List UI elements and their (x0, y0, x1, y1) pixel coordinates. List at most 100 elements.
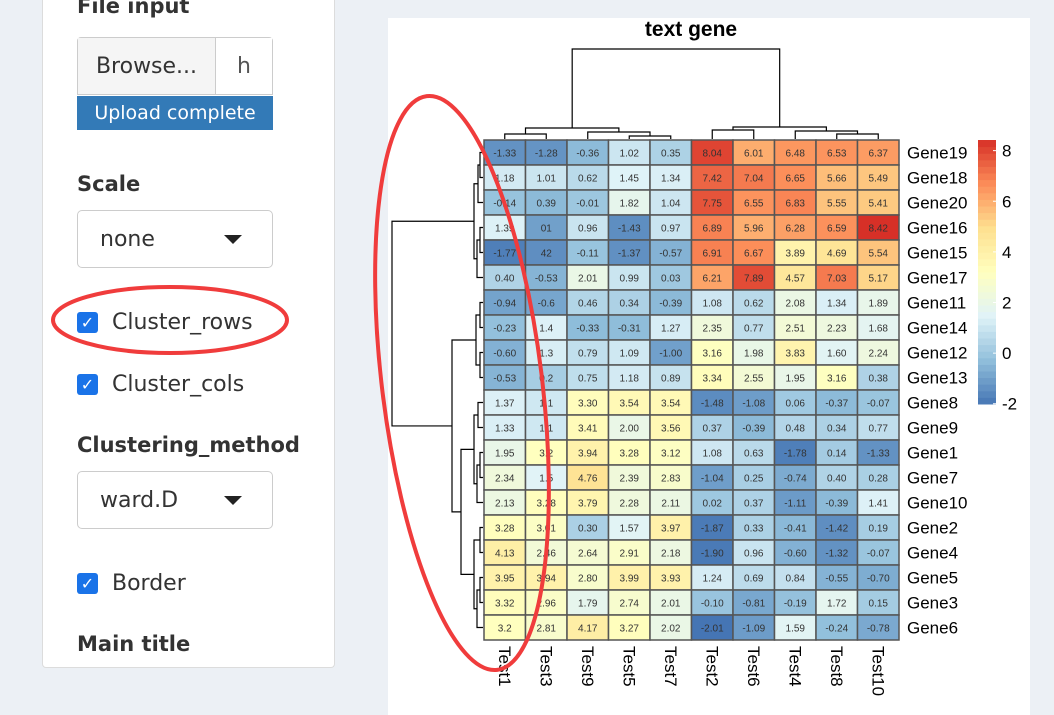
heatmap-cell (815, 489, 859, 516)
cell-value-label: 2.24 (869, 349, 889, 360)
chevron-down-icon (224, 235, 242, 244)
row-label: Gene20 (907, 194, 968, 213)
file-name-field[interactable]: h (216, 38, 272, 94)
cell-value-label: 0.40 (827, 474, 847, 485)
cluster-rows-checkbox[interactable]: ✓ Cluster_rows (77, 310, 253, 335)
heatmap-cell (815, 164, 859, 191)
heatmap-cell (856, 264, 900, 291)
heatmap-cell (649, 389, 693, 416)
cell-value-label: 3.41 (578, 424, 598, 435)
checkbox-checked-icon[interactable]: ✓ (77, 573, 98, 594)
cell-value-label: -0.23 (493, 324, 516, 335)
row-label: Gene2 (907, 519, 958, 538)
legend-color-segment (978, 324, 996, 332)
cell-value-label: -2.01 (701, 624, 724, 635)
cell-value-label: 0.96 (744, 549, 764, 560)
row-label: Gene9 (907, 419, 958, 438)
heatmap-cell (856, 414, 900, 441)
cell-value-label: -1.33 (493, 149, 516, 160)
row-label: Gene6 (907, 619, 958, 638)
clustering-method-select[interactable]: ward.D (77, 471, 273, 529)
legend-color-segment (978, 377, 996, 385)
checkbox-checked-icon[interactable]: ✓ (77, 374, 98, 395)
legend-color-segment (978, 371, 996, 379)
chevron-down-icon (224, 496, 242, 505)
legend-color-segment (978, 311, 996, 319)
cell-value-label: 1.34 (827, 299, 847, 310)
cell-value-label: 6.01 (744, 149, 764, 160)
checkbox-checked-icon[interactable]: ✓ (77, 312, 98, 333)
cell-value-label: 3.56 (661, 424, 681, 435)
cell-value-label: 1.68 (869, 324, 889, 335)
cell-value-label: 6.55 (744, 199, 764, 210)
heatmap-cell (483, 339, 527, 366)
heatmap-cell (483, 364, 527, 391)
clustering-method-label: Clustering_method (77, 433, 300, 457)
cell-value-label: -0.01 (576, 199, 599, 210)
legend-color-segment (978, 146, 996, 154)
border-checkbox[interactable]: ✓ Border (77, 571, 186, 596)
cell-value-label: -0.60 (784, 549, 807, 560)
row-label: Gene11 (907, 294, 966, 313)
cell-value-label: 0.30 (578, 524, 598, 535)
cell-value-label: 0.02 (703, 499, 723, 510)
heatmap-cell (856, 164, 900, 191)
cell-value-label: 1.79 (578, 599, 598, 610)
heatmap-cell (566, 339, 610, 366)
cell-value-label: -1.33 (867, 449, 890, 460)
cell-value-label: 5.66 (827, 174, 847, 185)
heatmap-cell (856, 189, 900, 216)
heatmap-cell (690, 264, 734, 291)
cell-value-label: 4.76 (578, 474, 598, 485)
cell-value-label: 2.81 (537, 624, 557, 635)
legend-color-segment (978, 239, 996, 247)
clustering-method-value: ward.D (100, 487, 179, 513)
cell-value-label: 2.08 (786, 299, 806, 310)
cell-value-label: 0.03 (661, 274, 681, 285)
legend-color-segment (978, 252, 996, 260)
cell-value-label: -0.70 (867, 574, 890, 585)
cell-value-label: 6.28 (786, 224, 806, 235)
cell-value-label: 0.39 (537, 199, 557, 210)
cell-value-label: 1.39 (495, 224, 515, 235)
cell-value-label: 4.57 (786, 274, 806, 285)
cell-value-label: 0.2 (539, 374, 553, 385)
heatmap-cell (856, 139, 900, 166)
heatmap-cell (566, 289, 610, 316)
heatmap-cell (690, 339, 734, 366)
cell-value-label: 0.89 (661, 374, 681, 385)
row-dendrogram-link (479, 576, 483, 604)
heatmap-cell (815, 239, 859, 266)
cell-value-label: 3.89 (786, 249, 806, 260)
cell-value-label: 6.37 (869, 149, 889, 160)
cell-value-label: 0.63 (744, 449, 764, 460)
scale-select[interactable]: none (77, 210, 273, 268)
cell-value-label: -0.74 (784, 474, 807, 485)
cell-value-label: 8.04 (703, 149, 723, 160)
cell-value-label: -0.53 (493, 374, 516, 385)
cell-value-label: 0.34 (827, 424, 847, 435)
heatmap-cell (732, 464, 776, 491)
cell-value-label: 3.12 (661, 449, 681, 460)
browse-button[interactable]: Browse... (78, 38, 216, 94)
row-dendrogram-link (479, 451, 483, 479)
cell-value-label: 1.41 (869, 499, 889, 510)
cell-value-label: 2.64 (578, 549, 598, 560)
cell-value-label: -0.81 (742, 599, 765, 610)
cell-value-label: 2.51 (786, 324, 806, 335)
cell-value-label: 0.15 (869, 599, 889, 610)
cluster-cols-checkbox[interactable]: ✓ Cluster_cols (77, 372, 244, 397)
heatmap-cell (856, 514, 900, 541)
heatmap-cell (856, 339, 900, 366)
cell-value-label: 2.00 (620, 424, 640, 435)
legend-color-segment (978, 192, 996, 200)
legend-tick-label: 6 (1002, 192, 1011, 211)
heatmap-cell (649, 539, 693, 566)
file-input[interactable]: Browse... h (77, 37, 273, 95)
cell-value-label: 3.97 (661, 524, 681, 535)
cell-value-label: 01 (541, 224, 553, 235)
cell-value-label: 6.83 (786, 199, 806, 210)
row-label: Gene16 (907, 219, 968, 238)
heatmap-cell (524, 364, 568, 391)
